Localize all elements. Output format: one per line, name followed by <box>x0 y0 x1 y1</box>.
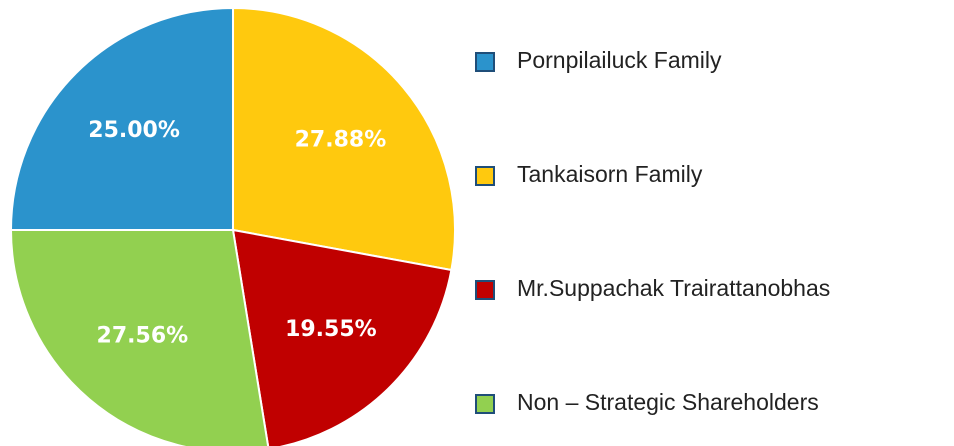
legend-swatch <box>475 166 495 186</box>
value-label: 27.56% <box>97 324 189 349</box>
pie-slice <box>9 6 235 231</box>
legend-label: Mr.Suppachak Trairattanobhas <box>517 275 830 301</box>
value-label: 25.00% <box>88 118 180 143</box>
pie-slice <box>9 229 270 446</box>
pie-slice <box>231 228 453 446</box>
legend-swatch <box>475 52 495 72</box>
legend-swatch <box>475 280 495 300</box>
legend-label: Pornpilailuck Family <box>517 47 722 73</box>
pie-slice <box>231 6 456 272</box>
legend-swatch <box>475 394 495 414</box>
value-label: 27.88% <box>295 127 387 152</box>
legend-label: Tankaisorn Family <box>517 161 703 187</box>
value-label: 19.55% <box>285 317 377 342</box>
legend-label: Non – Strategic Shareholders <box>517 389 819 415</box>
